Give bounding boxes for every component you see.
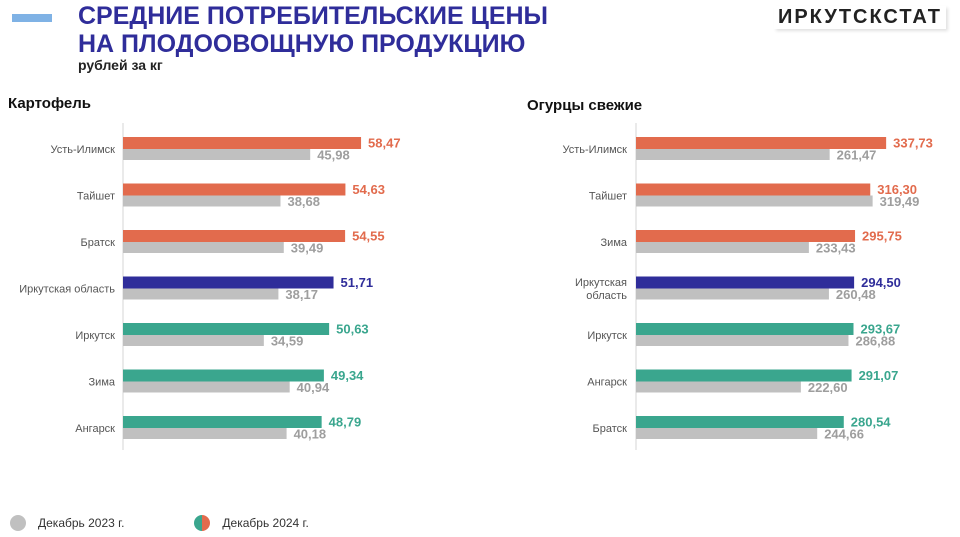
value-label-dec2024: 49,34	[331, 368, 364, 383]
bar-dec2024	[123, 230, 346, 242]
value-label-dec2024: 54,55	[352, 229, 385, 244]
category-label: Иркутск	[75, 330, 115, 342]
bar-dec2023	[636, 288, 829, 300]
category-label: Тайшет	[77, 191, 115, 203]
bar-dec2023	[636, 242, 809, 253]
category-label: Иркутск	[587, 330, 627, 342]
bar-dec2023	[123, 381, 290, 393]
category-label: Иркутская	[575, 277, 627, 289]
value-label-dec2024: 48,79	[329, 415, 362, 430]
chart-legend: Декабрь 2023 г. Декабрь 2024 г.	[10, 515, 379, 531]
value-label-dec2023: 38,68	[287, 194, 320, 209]
title-line-2: НА ПЛОДООВОЩНУЮ ПРОДУКЦИЮ	[78, 30, 526, 58]
value-label-dec2024: 54,63	[352, 182, 385, 197]
value-label-dec2023: 261,47	[837, 148, 877, 163]
bar-dec2024	[636, 230, 856, 242]
bar-dec2024	[636, 323, 854, 335]
value-label-dec2023: 319,49	[880, 194, 920, 209]
accent-bar	[12, 14, 52, 22]
chart-title-potato: Картофель	[8, 95, 91, 112]
category-label: Братск	[81, 237, 116, 249]
bar-dec2024	[636, 276, 855, 289]
value-label-dec2024: 58,47	[368, 136, 401, 151]
bar-dec2023	[636, 149, 830, 160]
value-label-dec2023: 45,98	[317, 148, 350, 163]
value-label-dec2024: 316,30	[877, 182, 917, 197]
value-label-dec2024: 280,54	[851, 415, 892, 430]
bar-dec2023	[123, 149, 311, 160]
value-label-dec2023: 222,60	[808, 380, 848, 395]
category-label: Ангарск	[587, 377, 627, 389]
potato-price-chart: Усть-Илимск 58,47 45,98 Тайшет 54,63 38,68 Бра…	[19, 123, 401, 450]
bar-dec2023	[636, 335, 849, 346]
value-label-dec2023: 34,59	[271, 334, 304, 349]
bar-dec2023	[636, 195, 873, 207]
category-label: Братск	[593, 423, 628, 435]
value-label-dec2024: 294,50	[861, 275, 901, 290]
value-label-dec2024: 291,07	[859, 368, 899, 383]
bar-dec2023	[636, 428, 818, 439]
bar-dec2023	[123, 242, 284, 253]
category-label: Ангарск	[75, 423, 115, 435]
page-title: СРЕДНИЕ ПОТРЕБИТЕЛЬСКИЕ ЦЕНЫ НА ПЛОДООВО…	[78, 2, 548, 58]
category-label: Тайшет	[589, 191, 627, 203]
legend-item-dec2023: Декабрь 2023 г.	[10, 515, 124, 531]
value-label-dec2024: 51,71	[341, 275, 374, 290]
category-label: Усть-Илимск	[562, 144, 627, 156]
legend-label-dec2023: Декабрь 2023 г.	[38, 516, 125, 530]
legend-item-dec2024: Декабрь 2024 г.	[194, 515, 309, 531]
value-label-dec2023: 38,17	[285, 287, 318, 302]
bar-dec2024	[636, 137, 887, 149]
cucumber-price-chart: Усть-Илимск 337,73 261,47 Тайшет 316,30319,4…	[562, 123, 933, 450]
title-line-1: СРЕДНИЕ ПОТРЕБИТЕЛЬСКИЕ ЦЕНЫ	[78, 2, 549, 30]
bar-dec2024	[636, 416, 844, 428]
category-label: Зима	[89, 377, 116, 389]
bar-dec2024	[123, 323, 330, 335]
bar-dec2023	[636, 381, 801, 393]
value-label-dec2023: 40,18	[294, 427, 327, 442]
category-label: Усть-Илимск	[50, 144, 115, 156]
category-label: Зима	[601, 237, 628, 249]
bar-dec2024	[123, 369, 324, 382]
value-label-dec2023: 40,94	[297, 380, 330, 395]
value-label-dec2023: 260,48	[836, 287, 876, 302]
category-label: Иркутская область	[19, 284, 115, 296]
brand-logo: ИРКУТСКСТАТ	[774, 6, 946, 29]
bar-dec2024	[123, 416, 322, 428]
value-label-dec2023: 286,88	[855, 334, 895, 349]
bar-dec2024	[123, 183, 346, 196]
bar-dec2024	[123, 137, 362, 149]
units-subtitle: рублей за кг	[78, 57, 163, 73]
value-label-dec2024: 337,73	[893, 136, 933, 151]
legend-label-dec2024: Декабрь 2024 г.	[222, 516, 309, 530]
bar-dec2023	[123, 428, 287, 439]
bar-dec2024	[636, 369, 852, 382]
bar-dec2023	[123, 195, 281, 207]
category-label: область	[586, 290, 627, 302]
bar-dec2024	[636, 183, 871, 196]
value-label-dec2023: 39,49	[291, 241, 324, 256]
bar-dec2023	[123, 288, 279, 300]
value-label-dec2024: 50,63	[336, 322, 369, 337]
value-label-dec2023: 233,43	[816, 241, 856, 256]
value-label-dec2023: 244,66	[824, 427, 864, 442]
chart-title-cucumber: Огурцы свежие	[527, 97, 643, 114]
bar-dec2023	[123, 335, 264, 346]
value-label-dec2024: 295,75	[862, 229, 902, 244]
bar-dec2024	[123, 276, 334, 289]
legend-gray-marker	[10, 515, 26, 531]
legend-color-marker	[194, 515, 211, 531]
value-label-dec2024: 293,67	[861, 322, 901, 337]
